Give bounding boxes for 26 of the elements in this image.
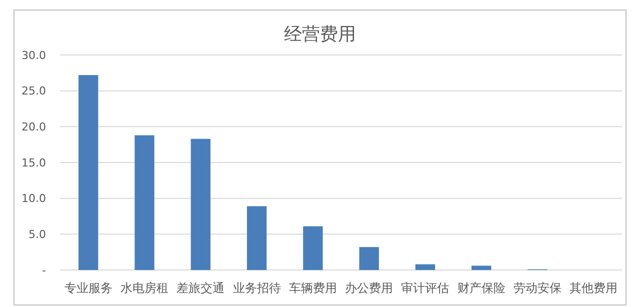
bar — [190, 138, 210, 270]
bar — [134, 135, 154, 270]
chart-title: 经营费用 — [284, 24, 356, 45]
bar — [359, 247, 379, 270]
bar — [303, 226, 323, 270]
x-tick-label: 车辆费用 — [288, 281, 337, 295]
x-tick-label: 业务招待 — [232, 281, 281, 295]
x-tick-label: 差旅交通 — [176, 281, 225, 295]
y-tick-label: 25.0 — [22, 84, 46, 98]
y-tick-label: 5.0 — [28, 228, 46, 242]
x-tick-label: 其他费用 — [570, 281, 618, 295]
bar — [415, 264, 436, 270]
y-tick-label: 20.0 — [22, 120, 46, 134]
bar — [78, 75, 98, 270]
x-tick-label: 办公费用 — [345, 281, 394, 295]
y-tick-label: - — [42, 264, 46, 277]
x-tick-label: 财产保险 — [457, 281, 506, 295]
bar — [246, 206, 267, 270]
x-tick-label: 专业服务 — [64, 281, 112, 295]
x-tick-label: 审计评估 — [401, 281, 450, 295]
x-tick-label: 水电房租 — [120, 281, 168, 295]
x-tick-label: 劳动安保 — [514, 281, 562, 295]
bar — [472, 266, 492, 270]
y-tick-label: 15.0 — [22, 156, 46, 170]
y-tick-label: 30.0 — [22, 48, 46, 62]
y-tick-label: 10.0 — [22, 192, 46, 206]
